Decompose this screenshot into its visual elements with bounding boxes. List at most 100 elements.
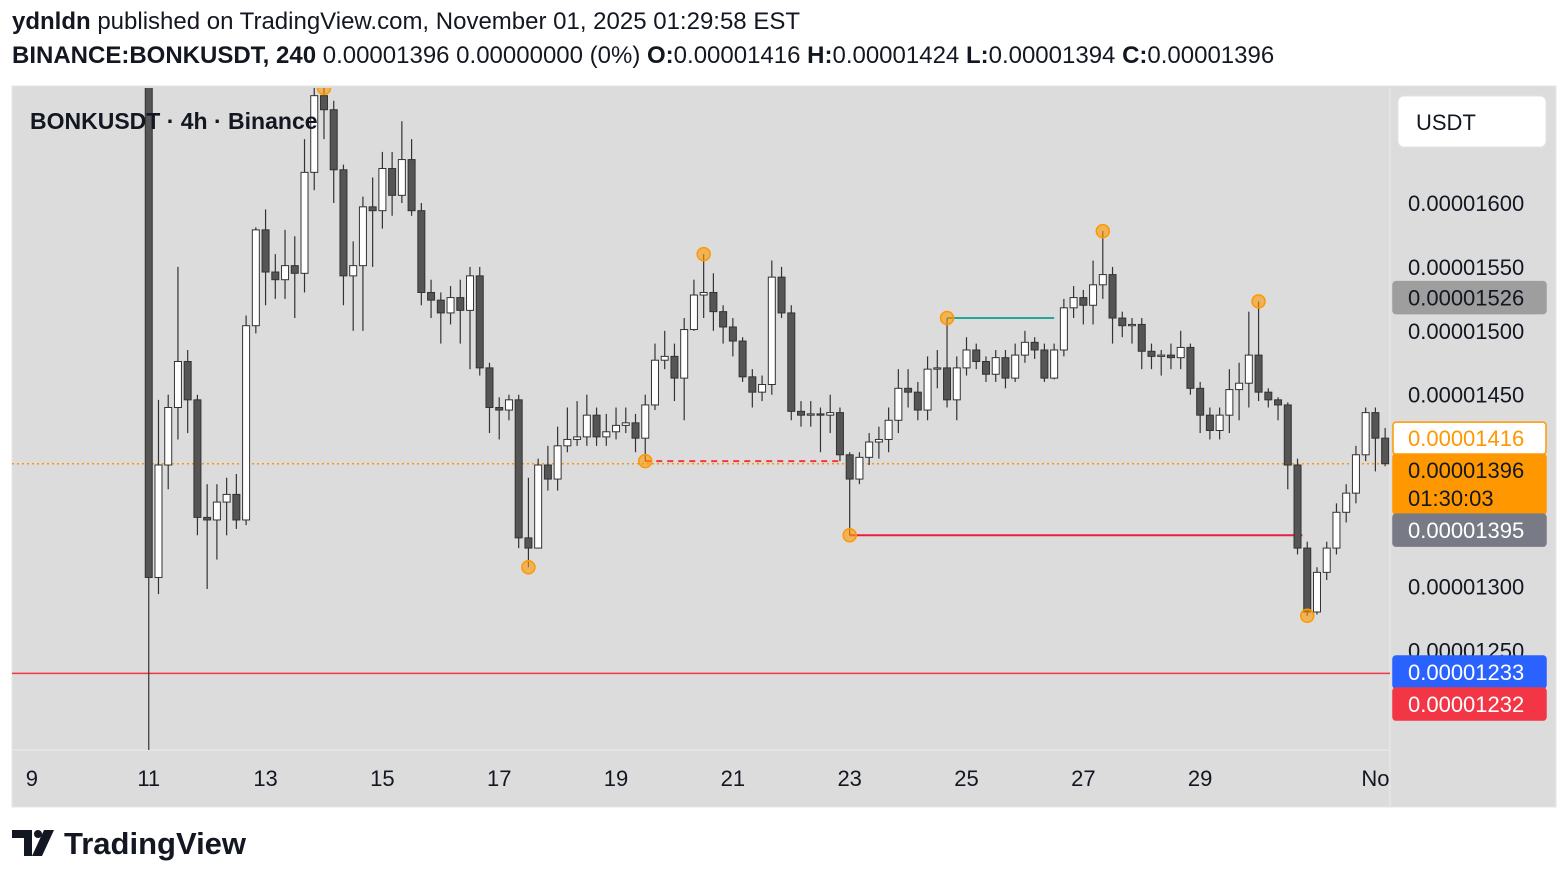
candle-body [592, 414, 601, 438]
candle-body [1030, 341, 1039, 351]
candle-body [787, 312, 796, 412]
x-tick-label: 13 [253, 766, 277, 791]
x-tick-label: 29 [1188, 766, 1212, 791]
candle-body [290, 265, 299, 274]
candle-body [1196, 387, 1205, 416]
y-tick-label: 0.00001600 [1408, 191, 1524, 216]
candle-body [446, 297, 455, 314]
candle-body [855, 456, 864, 480]
ohlc-key: L: [965, 42, 989, 69]
candle-body [339, 169, 348, 277]
candle-body [952, 367, 961, 401]
candle-body [553, 445, 562, 480]
candle-body [1069, 297, 1078, 309]
candle-body [144, 88, 153, 578]
pivot-marker [1095, 223, 1111, 239]
candle-body [1264, 391, 1273, 401]
y-tick-label: 0.00001450 [1408, 383, 1524, 408]
candle-body [748, 376, 757, 393]
x-tick-label: 25 [954, 766, 978, 791]
candle-body [1020, 341, 1029, 356]
candle-body [972, 349, 981, 362]
currency-button[interactable] [1397, 95, 1547, 148]
candle-body [1293, 464, 1302, 549]
pivot-marker [316, 88, 332, 96]
candle-body [699, 291, 708, 296]
candle-body [485, 367, 494, 408]
price-label-box [1392, 280, 1547, 315]
candle-body [904, 387, 913, 393]
candle-body [826, 412, 835, 416]
author: ydnldn [12, 8, 91, 35]
candle-body [1361, 412, 1370, 456]
candle-body [981, 360, 990, 375]
y-tick-label: 0.00001550 [1408, 255, 1524, 280]
price-label: 0.00001395 [1408, 518, 1524, 543]
ohlc-value: 0.00001394 [988, 42, 1116, 69]
x-tick-label: 11 [137, 766, 160, 791]
candle-body [923, 368, 932, 411]
pivot-marker [637, 453, 653, 469]
currency[interactable]: USDT [1416, 110, 1476, 135]
candle-body [689, 294, 698, 331]
candle-body [728, 326, 737, 342]
candle-body [475, 275, 484, 369]
candle-body [680, 329, 689, 379]
candle-body [436, 299, 445, 314]
pivot-marker [1299, 608, 1315, 624]
candle-body [1001, 357, 1010, 379]
candle-body [835, 412, 844, 456]
candle-body [329, 109, 338, 171]
header-line: ydnldn published on TradingView.com, Nov… [12, 8, 800, 36]
candle-body [1283, 404, 1292, 466]
candle-body [164, 406, 173, 466]
candle-body [222, 493, 231, 503]
axes: 9 11 13 15 17 19 21 23 25 27 29 No0.000012500.00001… [26, 191, 1547, 791]
price-label-box [1392, 513, 1547, 547]
candle-body [514, 399, 523, 539]
published: published on TradingView.com, November 0… [97, 8, 800, 35]
candle-body [650, 359, 659, 406]
candle-body [1186, 346, 1195, 389]
candle-body [1244, 354, 1253, 384]
candle-body [621, 422, 630, 426]
candle-body [767, 276, 776, 385]
candle-body [310, 95, 319, 173]
candle-body [407, 159, 416, 212]
price-label-box [1392, 687, 1547, 721]
candle-body [845, 454, 854, 480]
candle-body [1137, 323, 1146, 352]
candle-body [777, 276, 786, 314]
candle-body [193, 399, 202, 518]
candle-body [427, 291, 436, 301]
y-tick-label: 0.00001300 [1408, 574, 1524, 599]
candle-body [1235, 382, 1244, 391]
candle-body [797, 410, 806, 416]
candle-body [1225, 389, 1234, 416]
candle-body [319, 95, 328, 111]
candle-body [1040, 349, 1049, 379]
candle-body [212, 501, 221, 521]
candle-body [368, 206, 377, 212]
header-line: BINANCE:BONKUSDT, 240 0.00001396 0.00000… [12, 42, 1274, 70]
chart-frame [11, 85, 1557, 808]
candle-body [874, 438, 883, 443]
price-label: 0.00001526 [1408, 286, 1524, 311]
candle-body [865, 441, 874, 458]
candle-body [495, 406, 504, 411]
candle-body [271, 271, 280, 281]
candle-body [573, 436, 582, 440]
candle-body [943, 367, 952, 401]
price-label: 0.00001416 [1408, 426, 1524, 451]
x-tick-label: 19 [604, 766, 628, 791]
candle-body [203, 516, 212, 521]
logo [12, 830, 54, 856]
candle-body [1322, 547, 1331, 573]
candle-body [1351, 454, 1360, 494]
candle-body [660, 355, 669, 361]
candle-body [913, 391, 922, 411]
candle-body [534, 464, 543, 549]
ohlc-value: 0.00001396 [1147, 42, 1275, 69]
candle-body [173, 360, 182, 408]
